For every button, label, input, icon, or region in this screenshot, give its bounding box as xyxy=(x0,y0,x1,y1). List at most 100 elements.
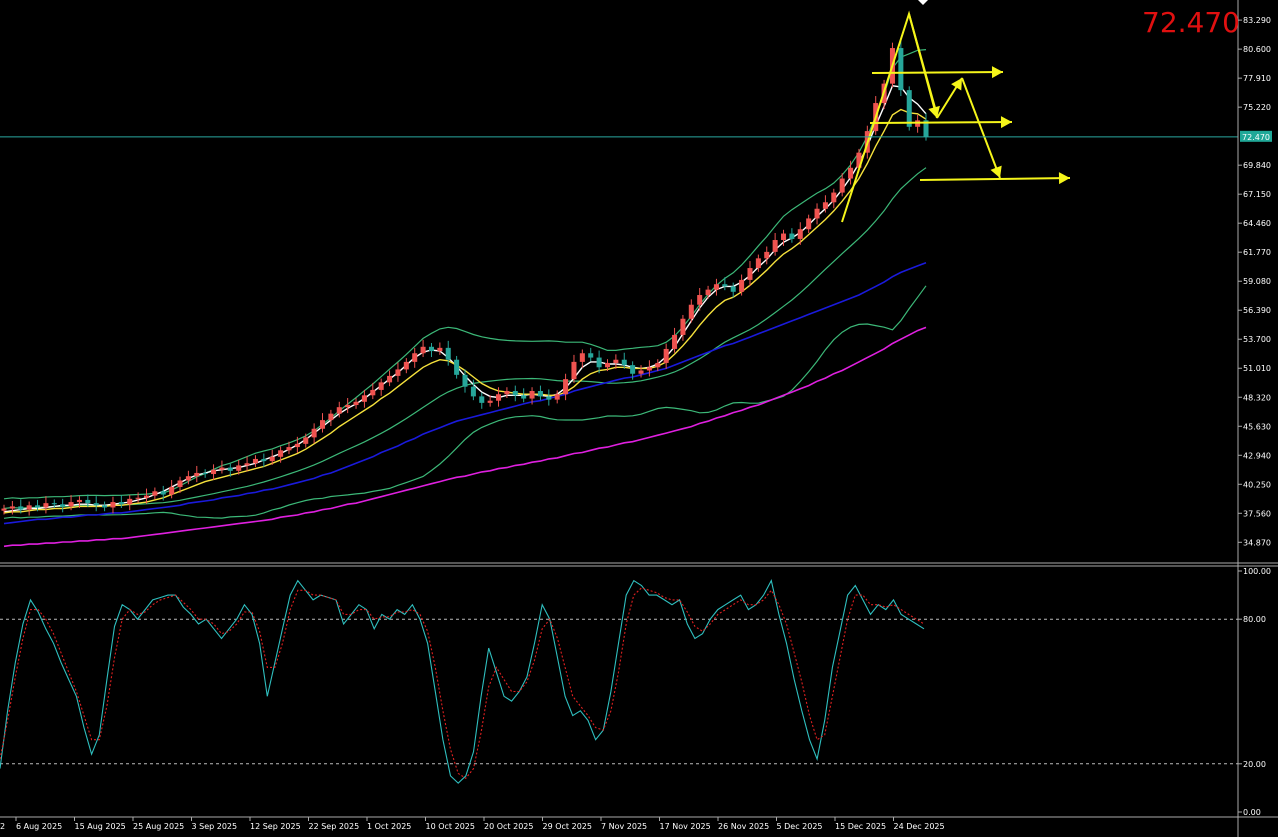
candle-body xyxy=(831,192,837,203)
oscillator-tick-label: 80.00 xyxy=(1243,615,1266,624)
candle-body xyxy=(18,506,24,510)
candle-body xyxy=(604,362,611,368)
candle-body xyxy=(328,413,334,421)
candle-body xyxy=(278,450,284,457)
candle-body xyxy=(697,295,703,305)
candle-body xyxy=(814,208,820,219)
candle-body xyxy=(780,233,787,241)
stochastic-pane[interactable] xyxy=(0,579,1238,784)
candle-body xyxy=(185,476,191,481)
price-tick-label: 56.390 xyxy=(1243,306,1271,315)
price-tick-label: 67.150 xyxy=(1243,190,1271,199)
price-tick-label: 61.770 xyxy=(1243,248,1271,257)
time-tick-label: 10 Oct 2025 xyxy=(426,822,475,831)
candle-body xyxy=(797,229,803,239)
candle-body xyxy=(487,400,493,403)
top-marker-icon xyxy=(918,0,928,5)
candle-body xyxy=(713,284,719,290)
peak-down-arrow-head xyxy=(928,105,940,118)
candle-body xyxy=(789,233,795,239)
candle-body xyxy=(311,428,317,438)
candle-body xyxy=(143,495,150,498)
candle-body xyxy=(496,394,502,401)
price-tick-label: 69.840 xyxy=(1243,161,1271,170)
price-tick-label: 42.940 xyxy=(1243,451,1271,460)
time-tick-label: 22 Sep 2025 xyxy=(309,822,360,831)
candle-body xyxy=(135,497,141,499)
candle-body xyxy=(504,391,510,395)
candle-body xyxy=(428,346,434,352)
candle-body xyxy=(169,486,175,495)
price-tick-label: 77.910 xyxy=(1243,74,1271,83)
candle-body xyxy=(227,467,233,471)
candle-body xyxy=(755,258,761,269)
candle-body xyxy=(85,499,91,504)
price-tick-label: 80.600 xyxy=(1243,45,1271,54)
candle-body xyxy=(294,443,300,448)
candle-body xyxy=(26,505,32,510)
time-tick-label: 12 Sep 2025 xyxy=(250,822,301,831)
candle-body xyxy=(822,202,828,209)
candle-body xyxy=(403,361,409,370)
candle-body xyxy=(546,396,552,400)
trend-annotations xyxy=(841,0,1071,223)
candle-body xyxy=(529,391,535,399)
candle-body xyxy=(613,359,619,363)
candle-body xyxy=(730,286,736,292)
candle-body xyxy=(269,456,275,462)
time-tick-label: 7 Nov 2025 xyxy=(601,822,647,831)
candle-body xyxy=(663,348,669,363)
candle-body xyxy=(378,382,384,390)
candle-body xyxy=(839,178,845,193)
candle-body xyxy=(630,365,636,374)
candle-body xyxy=(672,334,678,349)
candle-body xyxy=(688,304,694,319)
time-tick-label: 6 Aug 2025 xyxy=(16,822,62,831)
time-tick-label: 17 Nov 2025 xyxy=(660,822,711,831)
price-pane[interactable] xyxy=(1,0,1071,548)
candle-body xyxy=(579,353,585,362)
candle-body xyxy=(319,420,326,429)
candle-body xyxy=(680,318,686,335)
candle-body xyxy=(655,362,661,368)
candle-body xyxy=(420,346,426,354)
candle-body xyxy=(345,405,351,408)
candle-body xyxy=(747,268,753,280)
candle-body xyxy=(370,389,376,396)
candle-body xyxy=(563,379,569,395)
stochastic-signal-line xyxy=(0,587,925,780)
support-level-arrow xyxy=(919,177,1071,181)
candle-body xyxy=(219,467,225,470)
price-tick-label: 59.080 xyxy=(1243,277,1271,286)
time-edge-label: 2 xyxy=(0,822,5,831)
price-tick-label: 40.250 xyxy=(1243,480,1271,489)
price-tick-label: 53.700 xyxy=(1243,335,1271,344)
candle-body xyxy=(236,465,242,471)
candle-body xyxy=(848,167,854,179)
candle-body xyxy=(395,369,401,376)
time-tick-label: 25 Aug 2025 xyxy=(133,822,184,831)
candle-body xyxy=(353,401,359,406)
decline-arrow xyxy=(961,77,1001,179)
candle-body xyxy=(286,447,292,451)
candle-body xyxy=(537,391,543,397)
decline-arrow-head xyxy=(990,165,1002,178)
mid-level-arrow-head xyxy=(1000,116,1012,129)
price-tick-label: 83.290 xyxy=(1243,16,1271,25)
candle-body xyxy=(898,48,904,91)
candle-body xyxy=(9,506,15,509)
current-price-tag-text: 72.470 xyxy=(1242,133,1270,142)
candle-body xyxy=(76,499,82,503)
candle-body xyxy=(521,395,527,399)
candle-body xyxy=(596,357,602,368)
price-tick-label: 75.220 xyxy=(1243,103,1271,112)
time-tick-label: 20 Oct 2025 xyxy=(484,822,533,831)
oscillator-tick-label: 100.00 xyxy=(1243,567,1271,576)
price-axis: 83.290 80.600 77.910 75.220 69.840 67.150 64.4… xyxy=(1238,16,1271,547)
time-tick-label: 29 Oct 2025 xyxy=(543,822,592,831)
stochastic-main-line xyxy=(0,579,925,784)
candle-body xyxy=(923,120,929,137)
moving-average-line xyxy=(3,326,927,548)
